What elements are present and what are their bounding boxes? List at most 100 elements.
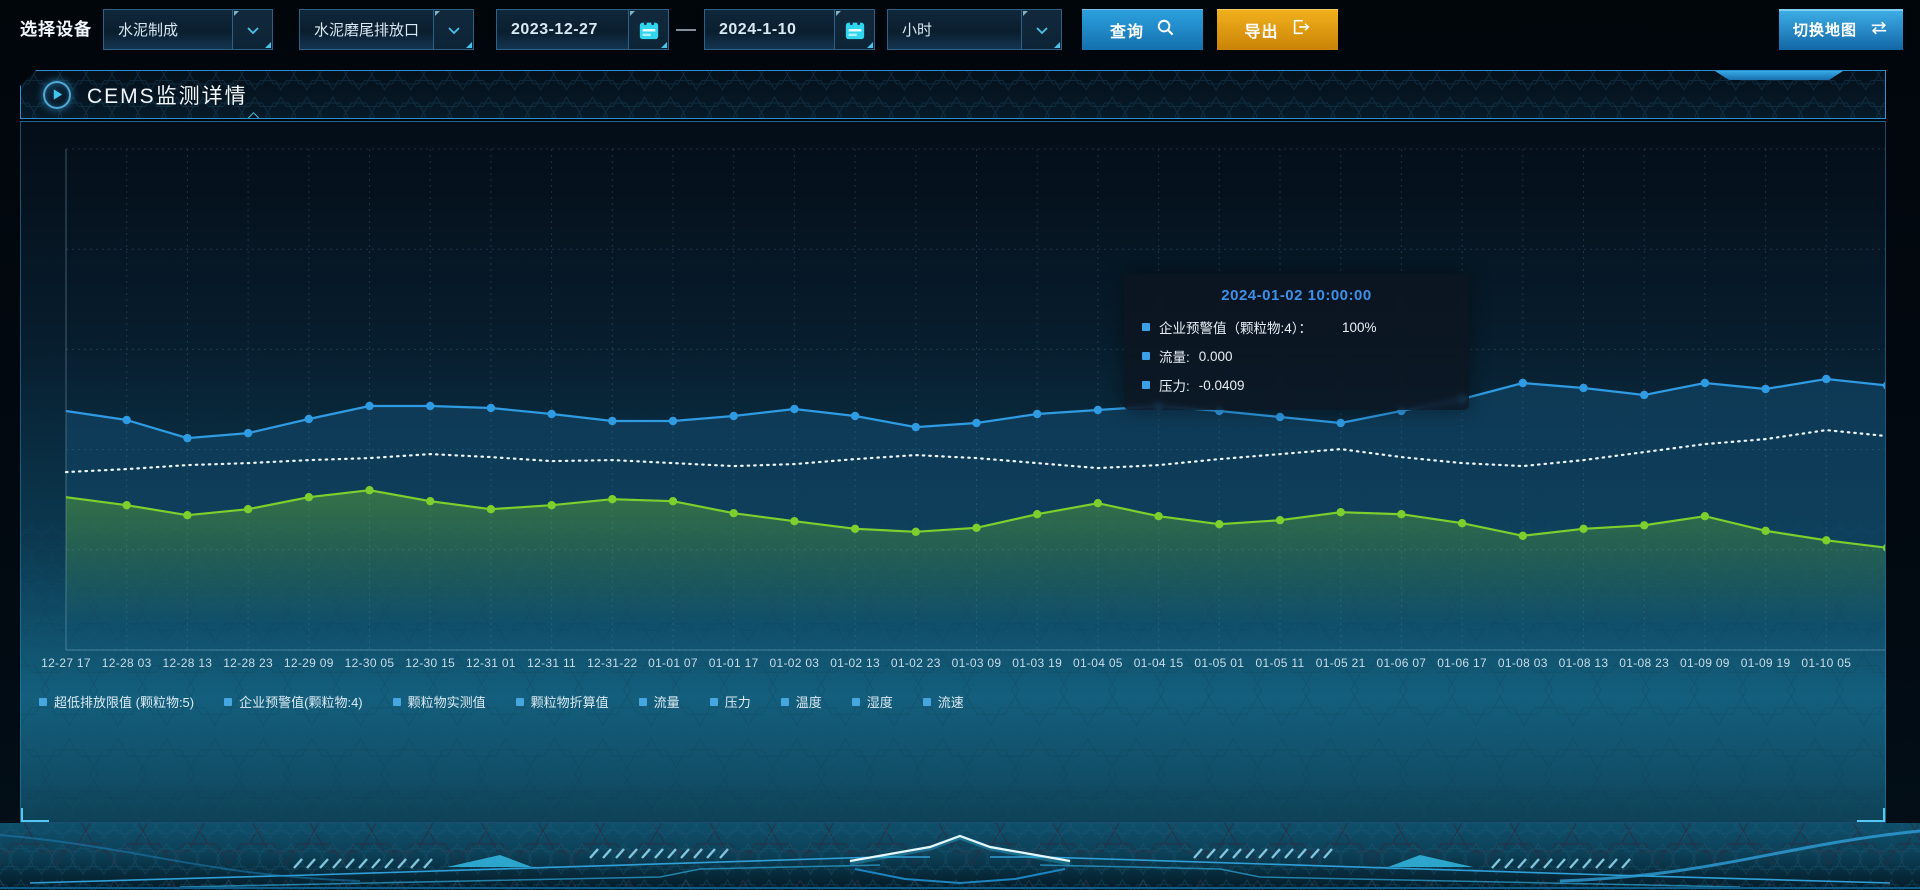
legend-marker-icon — [780, 697, 789, 706]
legend-item[interactable]: 温度 — [780, 692, 822, 711]
legend-item[interactable]: 颗粒物折算值 — [515, 692, 609, 711]
interval-select[interactable]: 小时 — [887, 9, 1062, 50]
x-axis-label: 12-27 17 — [41, 656, 91, 670]
date-range-separator — [676, 29, 696, 31]
tooltip-row-value: 0.000 — [1198, 348, 1233, 364]
legend-item[interactable]: 湿度 — [851, 692, 893, 711]
toolbar: 选择设备 水泥制成 水泥磨尾排放口 2023-12-27 — [0, 0, 1920, 60]
panel-body: 12-27 17 12-28 03 12-28 13 12-28 23 12-29 09… — [20, 121, 1886, 823]
tooltip-row-label: 压力: — [1159, 379, 1190, 394]
series-marker-icon — [1142, 323, 1150, 331]
legend-label: 流量 — [653, 695, 680, 710]
x-axis-label: 01-01 07 — [648, 656, 698, 670]
play-circle-icon — [43, 80, 71, 109]
series-marker-icon — [1142, 381, 1150, 389]
x-axis-label: 01-10 05 — [1801, 656, 1852, 670]
x-axis-label: 12-29 09 — [283, 656, 334, 670]
legend-marker-icon — [709, 697, 718, 706]
query-button-label: 查询 — [1109, 23, 1144, 41]
tooltip-row: 企业预警值（颗粒物:4）： 100% — [1142, 317, 1451, 337]
device-select[interactable]: 水泥制成 — [103, 9, 273, 50]
x-axis-label: 01-02 03 — [769, 656, 820, 670]
series-marker-icon — [1142, 352, 1150, 360]
tooltip-row-value: 100% — [1342, 319, 1377, 335]
calendar-icon — [628, 10, 668, 49]
legend-marker-icon — [224, 697, 233, 706]
start-date-value: 2023-12-27 — [511, 20, 598, 38]
export-button[interactable]: 导出 — [1217, 9, 1338, 50]
legend-marker-icon — [392, 697, 401, 706]
legend-item[interactable]: 流量 — [638, 692, 680, 711]
legend-marker-icon — [638, 697, 647, 706]
device-select-label: 选择设备 — [20, 20, 92, 39]
x-axis-label: 12-31 11 — [527, 656, 577, 670]
switch-map-button-label: 切换地图 — [1792, 22, 1857, 39]
outlet-select-value: 水泥磨尾排放口 — [314, 22, 420, 39]
x-axis-label: 12-28 23 — [223, 656, 273, 670]
x-axis-label: 12-28 13 — [162, 656, 213, 670]
line-chart[interactable] — [21, 122, 1886, 682]
device-select-value: 水泥制成 — [118, 22, 179, 39]
calendar-icon — [834, 10, 874, 49]
chevron-down-icon — [1021, 10, 1061, 49]
x-axis-label: 01-03 09 — [951, 656, 1002, 670]
query-button[interactable]: 查询 — [1082, 9, 1203, 50]
end-date-value: 2024-1-10 — [719, 20, 797, 38]
chevron-down-icon — [433, 10, 473, 49]
chart-legend: 超低排放限值 (颗粒物:5) 企业预警值(颗粒物:4) 颗粒物实测值 颗粒物折算值 流量… — [39, 692, 964, 711]
legend-label: 湿度 — [866, 695, 893, 710]
x-axis-label: 01-09 09 — [1680, 656, 1730, 670]
legend-item[interactable]: 企业预警值(颗粒物:4) — [224, 692, 363, 711]
swap-arrows-icon — [1869, 19, 1889, 41]
x-axis-label: 12-31-22 — [587, 656, 638, 670]
legend-marker-icon — [515, 697, 524, 706]
legend-label: 颗粒物折算值 — [530, 695, 609, 710]
x-axis-label: 01-01 17 — [708, 656, 759, 670]
chart-tooltip: 2024-01-02 10:00:00 企业预警值（颗粒物:4）： 100% 流… — [1124, 274, 1469, 410]
legend-label: 颗粒物实测值 — [407, 695, 486, 710]
x-axis-label: 01-02 13 — [830, 656, 880, 670]
x-axis-label: 01-05 21 — [1315, 656, 1366, 670]
tooltip-row: 压力: -0.0409 — [1142, 375, 1451, 395]
search-icon — [1156, 18, 1175, 42]
export-arrow-icon — [1291, 17, 1311, 42]
x-axis-label: 12-28 03 — [101, 656, 152, 670]
x-axis-label: 01-06 17 — [1437, 656, 1487, 670]
legend-label: 流速 — [937, 695, 964, 710]
legend-item[interactable]: 流速 — [922, 692, 964, 711]
x-axis-label: 01-08 23 — [1619, 656, 1670, 670]
export-button-label: 导出 — [1244, 23, 1279, 41]
tooltip-row-value: -0.0409 — [1198, 377, 1245, 393]
start-date-picker[interactable]: 2023-12-27 — [496, 9, 669, 50]
x-axis-label: 01-02 23 — [890, 656, 941, 670]
end-date-picker[interactable]: 2024-1-10 — [704, 9, 875, 50]
tooltip-timestamp: 2024-01-02 10:00:00 — [1221, 287, 1372, 304]
x-axis-label: 12-30 15 — [405, 656, 456, 670]
legend-item[interactable]: 颗粒物实测值 — [392, 692, 486, 711]
footer-decoration — [0, 823, 1920, 890]
hexagon-pattern — [21, 71, 1885, 118]
x-axis-label: 01-08 13 — [1558, 656, 1609, 670]
chevron-down-icon — [232, 10, 272, 49]
legend-marker-icon — [39, 697, 47, 706]
legend-label: 超低排放限值 (颗粒物:5) — [54, 695, 195, 710]
legend-item[interactable]: 超低排放限值 (颗粒物:5) — [39, 692, 194, 711]
tooltip-row-label: 企业预警值（颗粒物:4）： — [1159, 321, 1313, 336]
x-axis-label: 01-05 11 — [1255, 656, 1305, 670]
interval-select-value: 小时 — [902, 22, 933, 39]
cems-panel: CEMS监测详情 12-27 17 12-28 03 12-28 13 12-28 2… — [20, 70, 1886, 823]
tooltip-row: 流量: 0.000 — [1142, 346, 1451, 366]
legend-marker-icon — [851, 697, 860, 706]
x-axis-label: 01-04 15 — [1133, 656, 1184, 670]
x-axis-label: 01-08 03 — [1497, 656, 1548, 670]
legend-label: 压力 — [724, 695, 751, 710]
x-axis-label: 12-30 05 — [344, 656, 395, 670]
switch-map-button[interactable]: 切换地图 — [1779, 9, 1903, 50]
x-axis-label: 01-06 07 — [1376, 656, 1427, 670]
legend-label: 企业预警值(颗粒物:4) — [239, 695, 363, 710]
legend-label: 温度 — [795, 695, 822, 710]
outlet-select[interactable]: 水泥磨尾排放口 — [299, 9, 474, 50]
tooltip-row-label: 流量: — [1159, 350, 1190, 365]
legend-item[interactable]: 压力 — [709, 692, 751, 711]
